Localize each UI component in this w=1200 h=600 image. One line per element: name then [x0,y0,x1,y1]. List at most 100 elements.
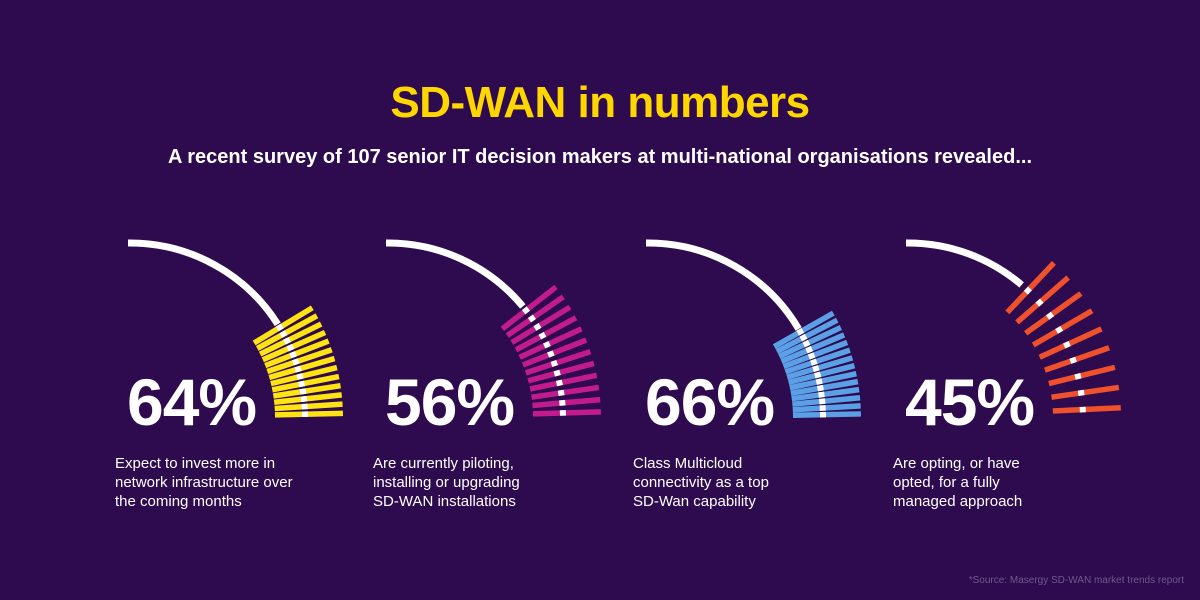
stat-description-2: Are currently piloting, installing or up… [373,454,588,511]
gauge-dash [810,358,818,366]
gauge-dash [299,388,307,395]
gauge-bar [791,386,860,402]
gauge-dash [275,323,284,332]
gauge-dash [1063,340,1071,349]
gauge-dash [298,380,306,388]
gauge-bar [1052,405,1121,414]
gauge-bar [531,384,600,400]
gauge-bar [510,304,572,345]
gauge-track-arc [386,239,526,309]
gauge-bar [258,321,323,357]
description-line: opted, for a fully [893,474,1000,491]
stat-value-1: 64% [127,365,257,439]
gauge-dash [814,371,822,379]
gauge-track-arc [646,239,802,331]
gauge-dash [802,339,811,348]
gauge-bar [772,310,835,349]
gauge-bar [1015,275,1070,325]
gauge-dash [547,350,555,358]
gauge-dash [1069,356,1077,364]
gauge-dash [286,344,295,352]
gauge-dash [294,365,302,373]
gauge-dash [1023,286,1032,295]
gauge-track-arc [128,239,281,327]
gauge-dash [538,331,547,340]
description-line: SD-Wan capability [633,493,756,510]
gauge-bar [1038,326,1103,360]
description-line: connectivity as a top [633,474,769,491]
description-line: Are opting, or have [893,455,1020,472]
gauge-bar [274,410,344,418]
gauge-bar [521,337,588,368]
gauge-bar [1005,260,1056,315]
description-line: network infrastructure over [115,474,293,491]
gauge-bar [780,332,846,364]
gauge-bar [778,325,842,359]
stat-description-1: Expect to invest more in network infrast… [115,454,330,511]
stat-card-2: 56% Are currently piloting, installing o… [373,228,633,528]
description-line: Class Multicloud [633,455,743,472]
gauge-dash [533,323,542,331]
gauge-bar [273,392,343,405]
gauge-dash [799,333,808,342]
page-subtitle: A recent survey of 107 senior IT decisio… [168,146,1032,168]
gauge-dash [815,378,823,385]
gauge-bar [790,378,859,396]
gauge-dash [283,337,291,345]
stat-value-2: 56% [385,365,515,439]
gauge-bar [1031,308,1094,348]
gauge-dash [527,314,536,323]
stat-description-3: Class Multicloud connectivity as a top S… [633,454,848,511]
stat-card-4: 45% Are opting, or have opted, for a ful… [893,228,1153,528]
gauge-chart-3 [646,239,862,418]
gauge-dash [557,389,565,397]
gauge-bar [775,317,839,354]
gauge-bar [1043,345,1110,373]
gauge-bar [792,411,862,418]
description-line: SD-WAN installations [373,493,516,510]
gauge-bar [1048,364,1116,387]
gauge-dash [817,384,824,392]
gauge-dash [543,340,551,349]
gauge-bar [268,355,336,381]
gauge-dash [812,365,820,373]
gauge-bar [255,313,319,351]
gauge-bar [784,347,851,375]
gauge-bar [261,329,327,363]
gauge-bar [529,372,598,392]
gauge-bar [518,326,583,360]
stat-card-3: 66% Class Multicloud connectivity as a t… [633,228,893,528]
gauge-dash [1074,373,1082,380]
description-line: installing or upgrading [373,474,520,491]
gauge-bar [792,394,861,407]
gauge-bar [500,284,558,331]
gauge-dash [521,306,531,315]
gauge-bar [266,347,333,375]
gauge-dash [807,352,816,360]
gauge-bar [527,360,595,384]
gauge-dash [818,398,826,405]
gauge-dash [1077,389,1085,397]
stat-card-1: 64% Expect to invest more in network inf… [115,228,375,528]
gauge-bar [264,338,330,369]
gauge-dash [818,391,825,398]
gauge-dash [796,327,805,336]
gauge-bar [786,355,854,380]
gauge-bar [271,373,340,393]
gauge-dash [550,359,559,368]
gauge-dash [805,346,813,354]
gauge-track-arc [906,239,1024,288]
gauge-chart-1 [128,239,344,418]
gauge-chart-2 [386,239,601,417]
gauge-bar [532,396,601,409]
gauge-bar [505,294,565,338]
gauge-bar [1024,291,1083,336]
gauge-dash [1045,311,1055,320]
gauge-dash [1035,298,1044,307]
description-line: Expect to invest more in [115,455,276,472]
gauge-bar [782,339,849,370]
gauge-dash [300,395,308,403]
gauge-bar [274,401,343,412]
gauge-bar [792,403,861,413]
gauge-dash [292,358,300,366]
